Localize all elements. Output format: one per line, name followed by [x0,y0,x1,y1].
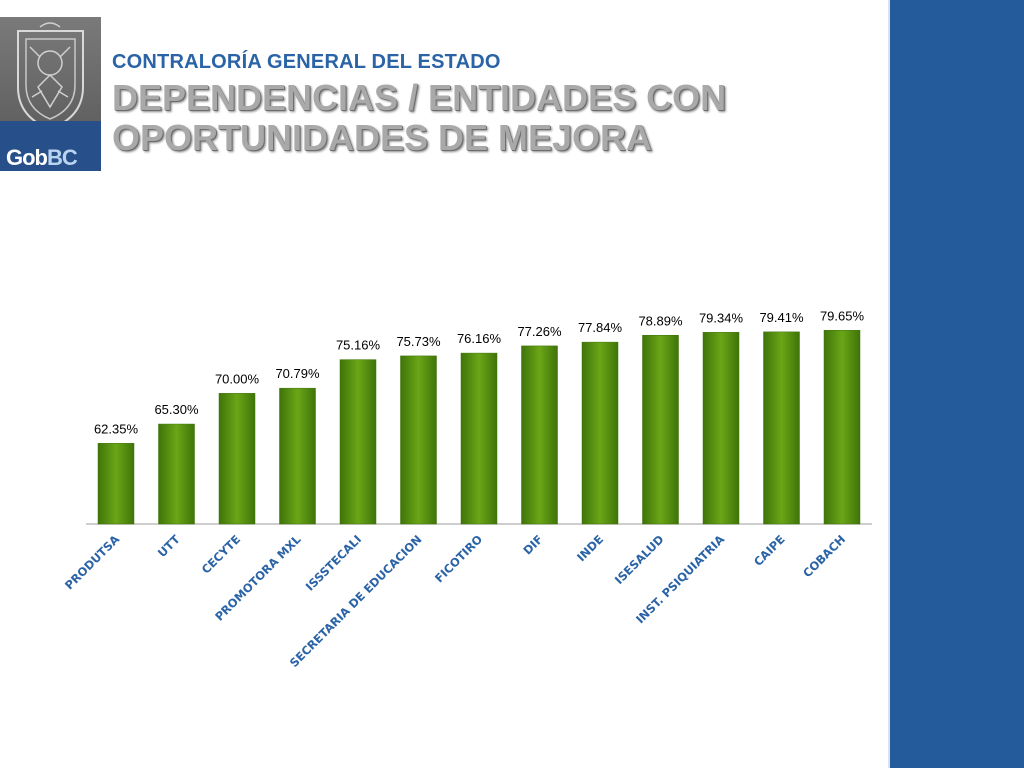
logo-wordmark: GobBC [6,145,78,170]
bar-value-label: 75.73% [396,334,441,349]
side-panel-edge [888,0,890,768]
bar-ficotiro [460,352,498,525]
bar-value-label: 65.30% [154,402,199,417]
logo-band [0,121,101,171]
bar-dif [521,345,558,525]
category-label: ISSSTECALI [303,532,364,593]
bar-value-label: 78.89% [638,313,683,328]
bar-issstecali [339,359,377,525]
bar-inst-psiquiatria [702,332,740,525]
bar-value-label: 70.00% [215,371,260,386]
page-title-line-1: DEPENDENCIAS / ENTIDADES CON [112,77,727,118]
bar-value-label: 79.34% [699,310,744,325]
bar-value-label: 79.41% [759,310,804,325]
category-label: FICOTIRO [432,532,485,585]
category-label: INDE [574,532,606,564]
bar-caipe [763,331,800,525]
category-label: CECYTE [199,532,243,576]
bar-inde [581,341,619,525]
bar-utt [158,423,195,525]
bar-value-label: 70.79% [275,366,320,381]
side-panel [888,0,1024,768]
bar-isesalud [642,335,679,525]
bar-produtsa [97,443,135,525]
bar-value-label: 79.65% [820,308,865,323]
category-label: CAIPE [751,532,788,569]
bar-value-label: 62.35% [94,421,139,436]
org-name: CONTRALORÍA GENERAL DEL ESTADO [112,51,501,73]
state-shield-icon [0,17,101,135]
bar-value-label: 76.16% [457,331,502,346]
logo-subtitle: GOBIERNO DEL ESTADO [8,171,77,177]
bar-value-label: 77.26% [517,324,562,339]
bar-promotora-mxl [279,387,316,525]
page-title-line-2: OPORTUNIDADES DE MEJORA [112,117,653,158]
bar-value-label: 75.16% [336,338,381,353]
category-label: SECRETARIA DE EDUCACION [287,532,425,670]
bar-cecyte [218,393,256,525]
gobbc-logo: GobBC GOBIERNO DEL ESTADO [0,17,101,177]
category-label: DIF [520,532,545,557]
bar-cobach [823,330,861,525]
category-label: COBACH [800,532,848,580]
page-title: DEPENDENCIAS / ENTIDADES CON OPORTUNIDAD… [112,78,812,158]
bar-value-label: 77.84% [578,320,623,335]
category-label: ISESALUD [612,532,667,587]
category-label: PRODUTSA [62,532,122,592]
category-label: UTT [155,532,183,560]
bar-secretaria-de-educacion [400,355,437,525]
bar-chart: 62.35% PRODUTSA 65.30% UTT 70.00% CECYTE 70.79… [62,308,872,670]
